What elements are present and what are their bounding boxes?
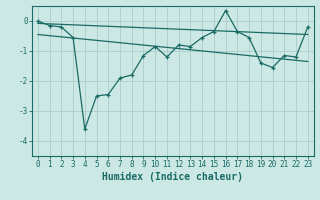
X-axis label: Humidex (Indice chaleur): Humidex (Indice chaleur) [102, 172, 243, 182]
